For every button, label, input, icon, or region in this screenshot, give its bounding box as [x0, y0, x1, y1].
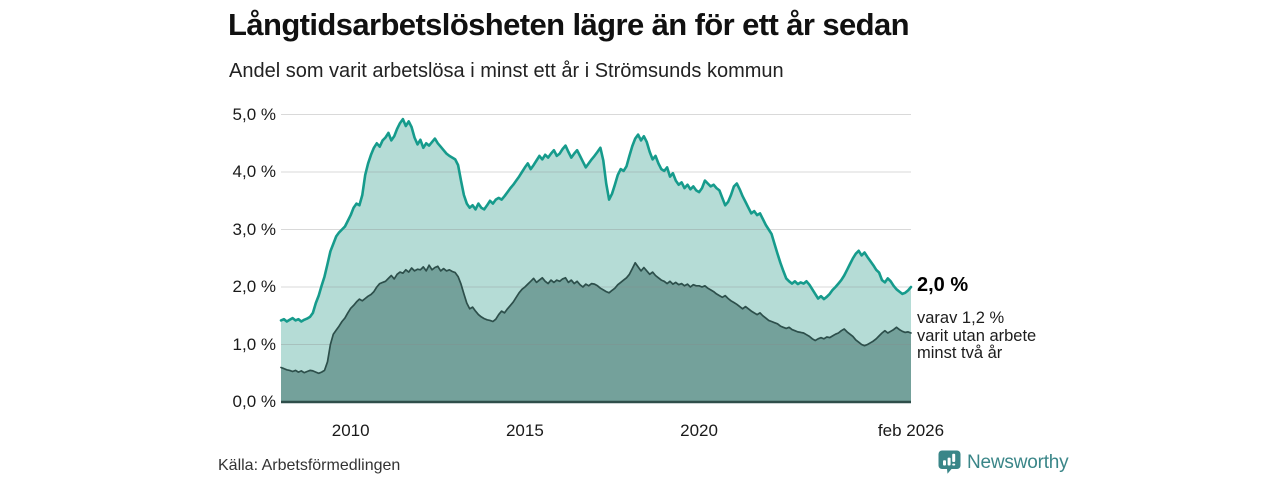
y-tick-label: 1,0 % [232, 334, 276, 354]
newsworthy-wordmark: Newsworthy [967, 451, 1069, 473]
y-tick-label: 0,0 % [232, 392, 276, 411]
y-tick-label: 5,0 % [232, 104, 276, 124]
annotation-line: varit utan arbete [917, 326, 1037, 345]
annotation-line: minst två år [917, 344, 1003, 362]
y-tick-label: 3,0 % [232, 219, 276, 239]
value-line-series-2 [280, 261, 912, 375]
page-subtitle: Andel som varit arbetslösa i minst ett å… [229, 60, 784, 82]
x-tick-label: 2020 [680, 421, 718, 440]
area-fill-series-2 [281, 262, 911, 402]
annotation-text: varav 1,2 % varit utan arbete minst två … [917, 309, 1037, 363]
newsworthy-logo: Newsworthy [938, 450, 1069, 475]
end-value-label: 2,0 % [917, 274, 969, 296]
x-tick-label: feb 2026 [877, 421, 945, 440]
annotation-line: varav 1,2 % [917, 309, 1005, 327]
newsworthy-icon [938, 450, 961, 474]
x-tick-label: 2010 [331, 421, 370, 440]
x-tick-label: 2015 [505, 421, 544, 440]
page-title: Långtidsarbetslösheten lägre än för ett … [228, 7, 910, 42]
chart-svg [279, 114, 913, 404]
source-label: Källa: Arbetsförmedlingen [218, 457, 401, 474]
y-tick-label: 2,0 % [232, 277, 276, 296]
y-tick-label: 4,0 % [232, 162, 276, 181]
value-line-series-1 [279, 117, 913, 323]
